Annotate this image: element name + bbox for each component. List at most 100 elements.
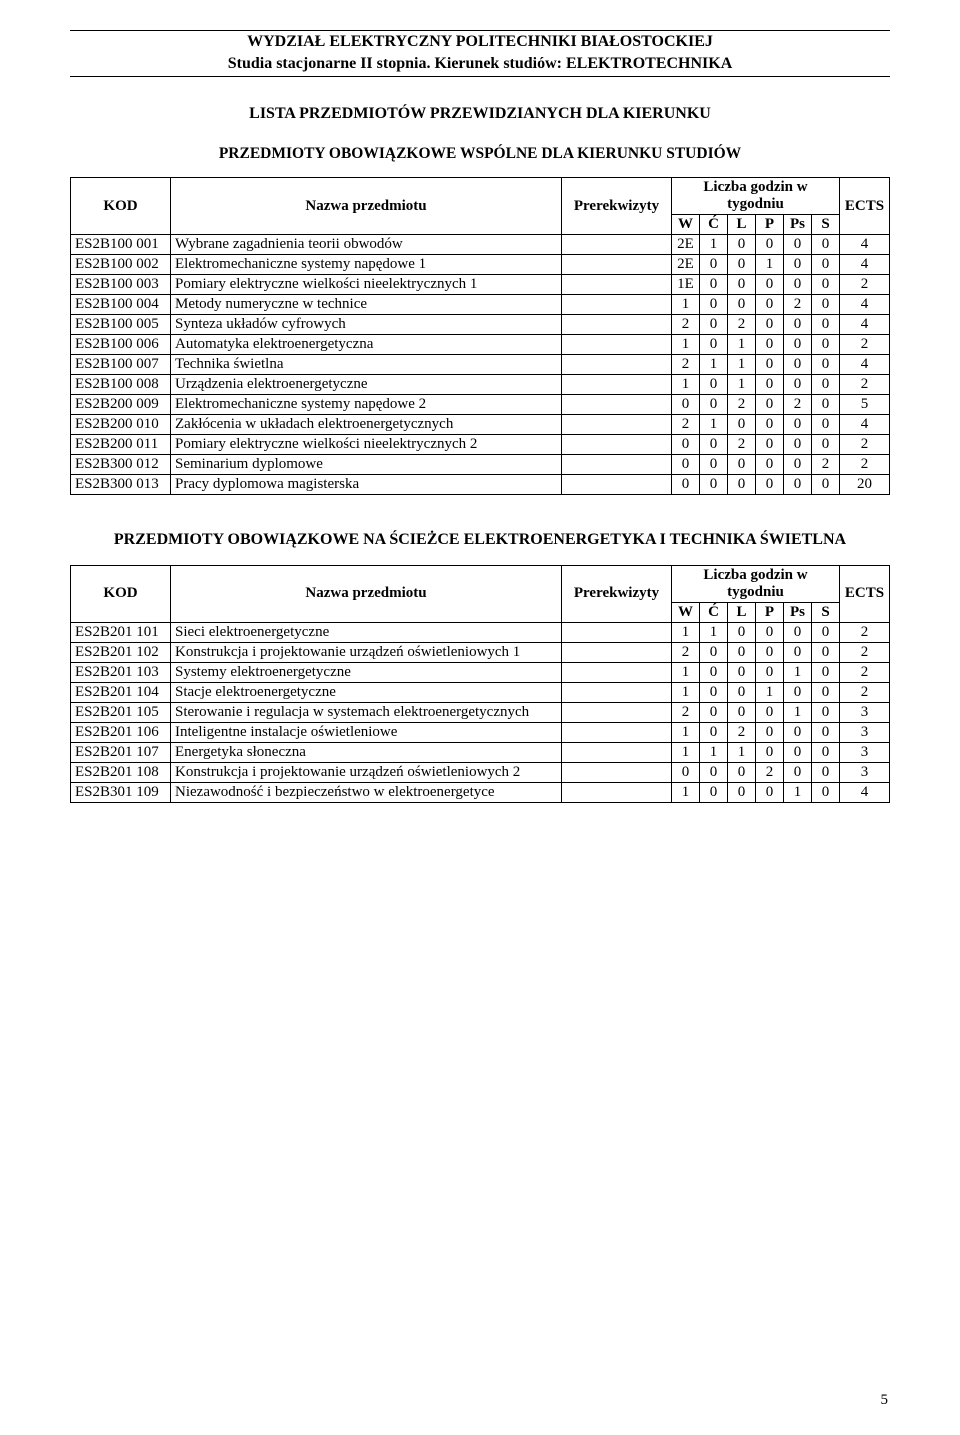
table-cell: 0 [812, 782, 840, 802]
table-cell: 1 [784, 702, 812, 722]
table-cell: 0 [756, 782, 784, 802]
table-row: ES2B200 011Pomiary elektryczne wielkości… [71, 435, 890, 455]
th-ps: Ps [784, 215, 812, 235]
table-row: ES2B301 109Niezawodność i bezpieczeństwo… [71, 782, 890, 802]
table-cell: 0 [756, 355, 784, 375]
table-cell: 0 [728, 275, 756, 295]
section1-title: PRZEDMIOTY OBOWIĄZKOWE WSPÓLNE DLA KIERU… [70, 145, 890, 163]
th-liczba: Liczba godzin w tygodniu [672, 178, 840, 215]
table-cell: ES2B201 101 [71, 622, 171, 642]
table-cell: 3 [840, 722, 890, 742]
table-cell: 0 [784, 722, 812, 742]
table-cell: 3 [840, 742, 890, 762]
table-cell [562, 355, 672, 375]
table-row: ES2B201 107Energetyka słoneczna1110003 [71, 742, 890, 762]
table-cell: 0 [728, 782, 756, 802]
table-cell: 4 [840, 315, 890, 335]
table-cell: ES2B201 107 [71, 742, 171, 762]
table-cell: 0 [756, 335, 784, 355]
header-line1: WYDZIAŁ ELEKTRYCZNY POLITECHNIKI BIAŁOST… [70, 31, 890, 53]
table-cell: 1 [756, 255, 784, 275]
table-cell: Niezawodność i bezpieczeństwo w elektroe… [171, 782, 562, 802]
table-cell: 0 [728, 622, 756, 642]
table-cell: 0 [812, 762, 840, 782]
table-cell: 0 [784, 255, 812, 275]
table-cell: 0 [700, 275, 728, 295]
th-s: S [812, 602, 840, 622]
table-cell: 2 [784, 395, 812, 415]
table-cell: ES2B100 007 [71, 355, 171, 375]
table-cell: 0 [756, 375, 784, 395]
table-cell: 1 [700, 622, 728, 642]
table-cell [562, 395, 672, 415]
th-nazwa: Nazwa przedmiotu [171, 178, 562, 235]
table-cell: 0 [784, 475, 812, 495]
table-cell: 0 [784, 742, 812, 762]
table-cell: 0 [700, 762, 728, 782]
table-cell: ES2B200 009 [71, 395, 171, 415]
table-cell: 0 [700, 475, 728, 495]
table-cell: 0 [700, 455, 728, 475]
table-row: ES2B100 008Urządzenia elektroenergetyczn… [71, 375, 890, 395]
table-cell: 0 [784, 335, 812, 355]
table-cell: Urządzenia elektroenergetyczne [171, 375, 562, 395]
table-cell: ES2B301 109 [71, 782, 171, 802]
table-cell: 1 [672, 375, 700, 395]
table-cell: 0 [812, 415, 840, 435]
table-cell: 1 [784, 782, 812, 802]
table-cell [562, 275, 672, 295]
th-ects: ECTS [840, 565, 890, 622]
table-cell: ES2B100 008 [71, 375, 171, 395]
table-cell: 1 [700, 355, 728, 375]
table-cell: ES2B300 012 [71, 455, 171, 475]
table-cell: 0 [784, 275, 812, 295]
table-cell: 0 [756, 315, 784, 335]
table-cell: Sterowanie i regulacja w systemach elekt… [171, 702, 562, 722]
table-cell: 0 [784, 455, 812, 475]
table-cell: ES2B100 002 [71, 255, 171, 275]
table-cell: 0 [812, 702, 840, 722]
th-ects: ECTS [840, 178, 890, 235]
table-cell: 0 [784, 622, 812, 642]
table-cell: 0 [756, 295, 784, 315]
table-cell: 0 [700, 782, 728, 802]
table-cell [562, 682, 672, 702]
table-cell: Sieci elektroenergetyczne [171, 622, 562, 642]
table-cell: 0 [756, 475, 784, 495]
table-cell: 0 [812, 295, 840, 315]
table-row: ES2B201 106Inteligentne instalacje oświe… [71, 722, 890, 742]
table-cell: 1 [700, 415, 728, 435]
table-cell: 1 [700, 742, 728, 762]
table-cell: 2 [840, 682, 890, 702]
table-cell: ES2B100 005 [71, 315, 171, 335]
table-cell: 2 [840, 642, 890, 662]
table-row: ES2B201 104Stacje elektroenergetyczne100… [71, 682, 890, 702]
table-cell: 2 [840, 375, 890, 395]
table-cell: 0 [812, 335, 840, 355]
table-cell: 0 [728, 762, 756, 782]
table-cell [562, 235, 672, 255]
table-cell: Technika świetlna [171, 355, 562, 375]
table-cell: ES2B201 102 [71, 642, 171, 662]
table-cell [562, 742, 672, 762]
table-cell: 2 [784, 295, 812, 315]
table-cell: 2 [756, 762, 784, 782]
table-cell: 0 [756, 235, 784, 255]
table-cell: 0 [784, 682, 812, 702]
table-cell: 0 [812, 435, 840, 455]
table-cell: 0 [812, 395, 840, 415]
table-cell: Elektromechaniczne systemy napędowe 1 [171, 255, 562, 275]
table-cell: 4 [840, 355, 890, 375]
th-kod: KOD [71, 178, 171, 235]
table-cell: ES2B200 010 [71, 415, 171, 435]
table-row: ES2B200 010Zakłócenia w układach elektro… [71, 415, 890, 435]
table-cell: 2 [728, 395, 756, 415]
table-cell: 0 [700, 702, 728, 722]
th-p: P [756, 602, 784, 622]
table-row: ES2B201 105Sterowanie i regulacja w syst… [71, 702, 890, 722]
table-cell: Stacje elektroenergetyczne [171, 682, 562, 702]
table-cell: 1 [672, 782, 700, 802]
th-s: S [812, 215, 840, 235]
th-c: Ć [700, 602, 728, 622]
table-cell: Energetyka słoneczna [171, 742, 562, 762]
